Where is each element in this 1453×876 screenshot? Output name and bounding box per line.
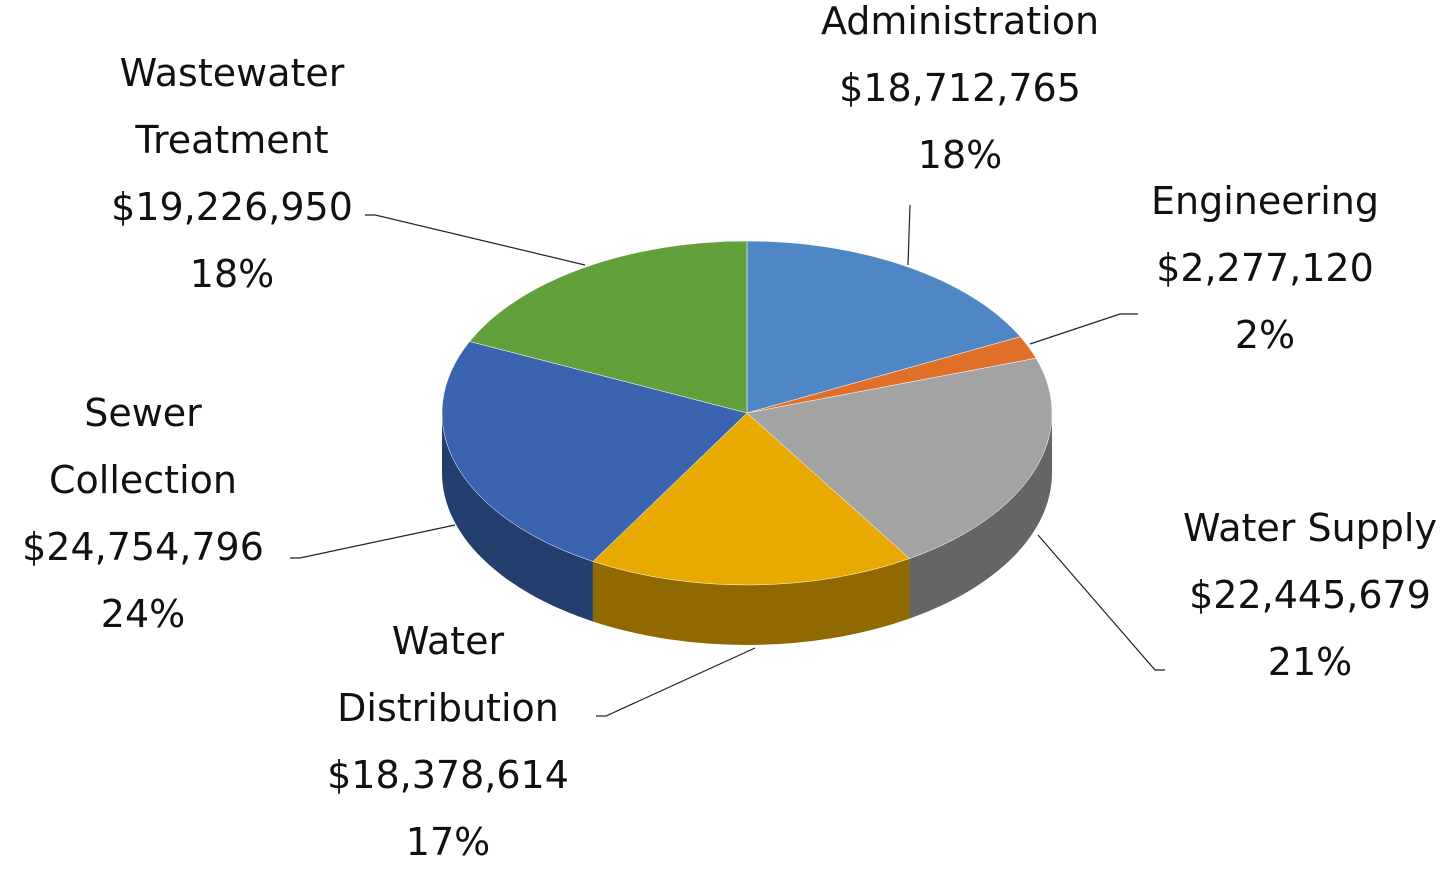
- slice: [746, 357, 1053, 559]
- slice: [469, 240, 748, 414]
- value-label: $19,226,950: [111, 185, 353, 229]
- percent-label: 21%: [1267, 640, 1353, 684]
- leader-line: [290, 524, 456, 559]
- slice: [441, 341, 748, 562]
- slice-side: [442, 413, 593, 622]
- percent-label: 2%: [1234, 313, 1296, 357]
- slice-label: Engineering $2,277,120 2%: [1105, 168, 1425, 369]
- value-label: $18,378,614: [327, 753, 569, 797]
- category: Water Distribution: [337, 619, 559, 730]
- slice: [592, 412, 911, 586]
- slice-label: Water Distribution $18,378,614 17%: [288, 608, 608, 876]
- percent-label: 24%: [100, 592, 186, 636]
- slice-label: Water Supply $22,445,679 21%: [1160, 495, 1453, 696]
- leader-line: [907, 204, 911, 266]
- slice-label: Administration $18,712,765 18%: [750, 0, 1170, 189]
- percent-label: 18%: [189, 252, 275, 296]
- value-label: $22,445,679: [1189, 573, 1431, 617]
- slice-side: [909, 413, 1052, 619]
- slice-side: [592, 558, 910, 645]
- percent-label: 17%: [405, 820, 491, 864]
- category: Engineering: [1151, 179, 1379, 223]
- pie-canvas: [290, 204, 1165, 717]
- leader-line: [365, 214, 586, 266]
- slice-label: Wastewater Treatment $19,226,950 18%: [67, 40, 397, 308]
- percent-label: 18%: [917, 133, 1003, 177]
- leader-line: [596, 647, 756, 717]
- category: Water Supply: [1183, 506, 1437, 550]
- value-label: $18,712,765: [839, 66, 1081, 110]
- slice: [746, 240, 1021, 414]
- category: Administration: [820, 0, 1100, 43]
- category: Sewer Collection: [49, 391, 237, 502]
- slice-label: Sewer Collection $24,754,796 24%: [0, 380, 288, 648]
- leader-line: [1037, 534, 1165, 671]
- leader-line: [1029, 313, 1138, 345]
- value-label: $2,277,120: [1156, 246, 1374, 290]
- value-label: $24,754,796: [22, 525, 264, 569]
- category: Wastewater Treatment: [119, 51, 345, 162]
